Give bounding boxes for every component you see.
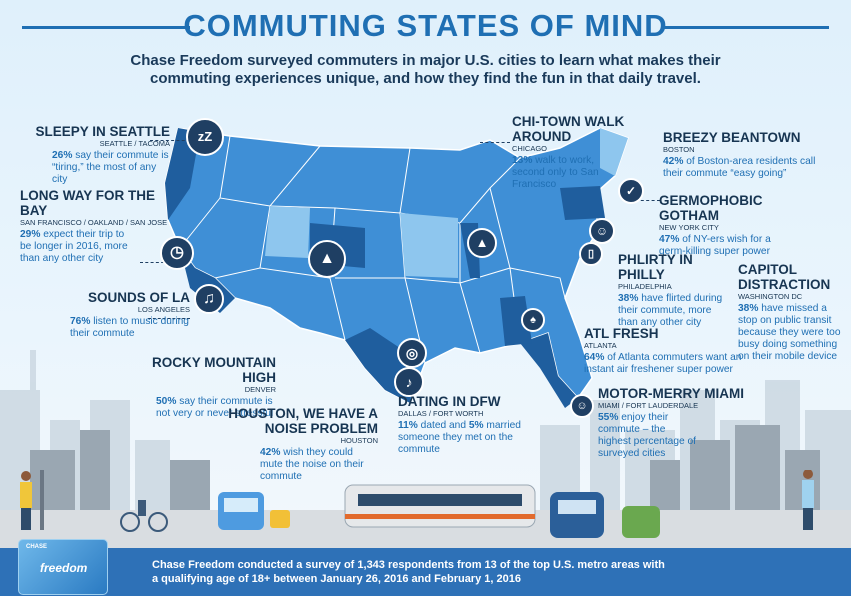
city-skyline: [0, 350, 851, 520]
callout-heading: CAPITOL DISTRACTION: [738, 262, 831, 292]
card-brand: CHASE: [26, 544, 48, 550]
callout-miami: MOTOR-MERRY MIAMI MIAMI / FORT LAUDERDAL…: [598, 386, 748, 460]
callout-philly: PHLIRTY IN PHILLY PHILADELPHIA 38% have …: [618, 252, 728, 329]
callout-dc: CAPITOL DISTRACTION WASHINGTON DC 38% ha…: [738, 262, 844, 363]
callout-heading: SLEEPY IN SEATTLE: [35, 124, 170, 139]
callout-dfw: DATING IN DFW DALLAS / FORT WORTH 11% da…: [398, 394, 528, 456]
footer-bar: [0, 548, 851, 596]
callout-heading: MOTOR-MERRY MIAMI: [598, 386, 744, 401]
callout-city: DALLAS / FORT WORTH: [398, 409, 484, 418]
title-rule-left: [22, 26, 190, 29]
pedestrian-icon: [20, 470, 814, 530]
callout-body: 13% walk to work, second only to San Fra…: [512, 155, 599, 190]
callout-city: WASHINGTON DC: [738, 292, 803, 301]
bell-icon: ♪: [394, 367, 424, 397]
leader-la: [148, 318, 190, 319]
callout-body: 42% wish they could mute the noise on th…: [260, 447, 364, 482]
traffic-light-icon: [40, 470, 44, 530]
callout-city: PHILADELPHIA: [618, 282, 672, 291]
callout-body: 38% have flirted during their commute, m…: [618, 293, 723, 328]
clock-icon: ◷: [160, 236, 194, 270]
callout-heading: GERMOPHOBIC GOTHAM: [659, 193, 763, 223]
callout-city: MIAMI / FORT LAUDERDALE: [598, 401, 699, 410]
callout-body: 47% of NY-ers wish for a germ-killing su…: [659, 234, 771, 257]
page-title: COMMUTING STATES OF MIND: [183, 8, 668, 43]
callout-heading: BREEZY BEANTOWN: [663, 130, 801, 145]
thumbs-up-icon: ✓: [618, 178, 644, 204]
rings-icon: ◎: [397, 338, 427, 368]
mountain-icon: ▲: [308, 240, 346, 278]
credit-card-image: [18, 539, 108, 595]
callout-heading: PHLIRTY IN PHILLY: [618, 252, 693, 282]
music-note-icon: ♫: [194, 284, 224, 314]
car-yellow-icon: [270, 510, 290, 528]
car-green-icon: [622, 506, 660, 538]
callout-city: DENVER: [244, 385, 276, 394]
card-name: freedom: [40, 561, 88, 575]
sleep-zz-icon: zZ: [186, 118, 224, 156]
callout-heading: LONG WAY FOR THE BAY: [20, 188, 156, 218]
callout-city: HOUSTON: [340, 436, 378, 445]
callout-atlanta: ATL FRESH ATLANTA 64% of Atlanta commute…: [584, 326, 754, 376]
callout-city: LOS ANGELES: [137, 305, 190, 314]
title-rule-right: [661, 26, 829, 29]
callout-chicago: CHI-TOWN WALK AROUND CHICAGO 13% walk to…: [512, 114, 662, 191]
sneaker-icon: ▲: [467, 228, 497, 258]
callout-heading: DATING IN DFW: [398, 394, 501, 409]
us-map: [164, 128, 629, 408]
callout-seattle: SLEEPY IN SEATTLE SEATTLE / TACOMA 26% s…: [10, 124, 170, 186]
leader-nyc: [630, 200, 660, 201]
car-blue-icon: [218, 492, 264, 530]
callout-body: 42% of Boston-area residents call their …: [663, 156, 816, 179]
page-subtitle: Chase Freedom surveyed commuters in majo…: [130, 52, 721, 87]
cyclist-icon: [120, 500, 168, 532]
callout-city: SAN FRANCISCO / OAKLAND / SAN JOSE: [20, 218, 168, 227]
callout-city: CHICAGO: [512, 144, 548, 153]
callout-city: NEW YORK CITY: [659, 223, 719, 232]
car-navy-icon: [550, 492, 604, 538]
callout-boston: BREEZY BEANTOWN BOSTON 42% of Boston-are…: [663, 130, 823, 180]
leader-chicago: [480, 142, 510, 143]
callout-heading: HOUSTON, WE HAVE A NOISE PROBLEM: [228, 406, 378, 436]
leader-bay: [140, 262, 180, 263]
leader-seattle: [150, 140, 190, 141]
street-scene: [20, 470, 814, 538]
callout-heading: CHI-TOWN WALK AROUND: [512, 114, 625, 144]
callout-body: 55% enjoy their commute – the highest pe…: [598, 412, 696, 459]
smartphone-icon: ▯: [579, 242, 603, 266]
callout-city: ATLANTA: [584, 341, 617, 350]
callout-heading: ROCKY MOUNTAIN HIGH: [152, 355, 276, 385]
footer-note: Chase Freedom conducted a survey of 1,34…: [152, 559, 665, 585]
callout-denver: ROCKY MOUNTAIN HIGH DENVER 50% say their…: [130, 355, 276, 420]
callout-bay: LONG WAY FOR THE BAY SAN FRANCISCO / OAK…: [20, 188, 185, 265]
callout-houston: HOUSTON, WE HAVE A NOISE PROBLEM HOUSTON…: [226, 406, 378, 483]
callout-nyc: GERMOPHOBIC GOTHAM NEW YORK CITY 47% of …: [659, 193, 819, 258]
callout-la: SOUNDS OF LA LOS ANGELES 76% listen to m…: [40, 290, 190, 340]
callout-body: 26% say their commute is “tiring,” the m…: [52, 150, 169, 185]
callout-heading: SOUNDS OF LA: [87, 290, 190, 305]
callout-body: 76% listen to music during their commute: [70, 316, 189, 339]
callout-body: 50% say their commute is not very or nev…: [156, 396, 274, 419]
callout-body: 29% expect their trip to be longer in 20…: [20, 229, 128, 264]
callout-body: 11% dated and 5% married someone they me…: [398, 420, 521, 455]
callout-city: BOSTON: [663, 145, 695, 154]
callout-body: 64% of Atlanta commuters want an instant…: [584, 352, 742, 375]
smiley-icon: ☺: [570, 394, 594, 418]
callout-city: SEATTLE / TACOMA: [99, 139, 170, 148]
air-freshener-icon: ♠: [521, 308, 545, 332]
callout-heading: ATL FRESH: [584, 326, 659, 341]
germ-icon: ☺: [589, 218, 615, 244]
train-icon: [344, 484, 536, 528]
callout-body: 38% have missed a stop on public transit…: [738, 303, 841, 362]
